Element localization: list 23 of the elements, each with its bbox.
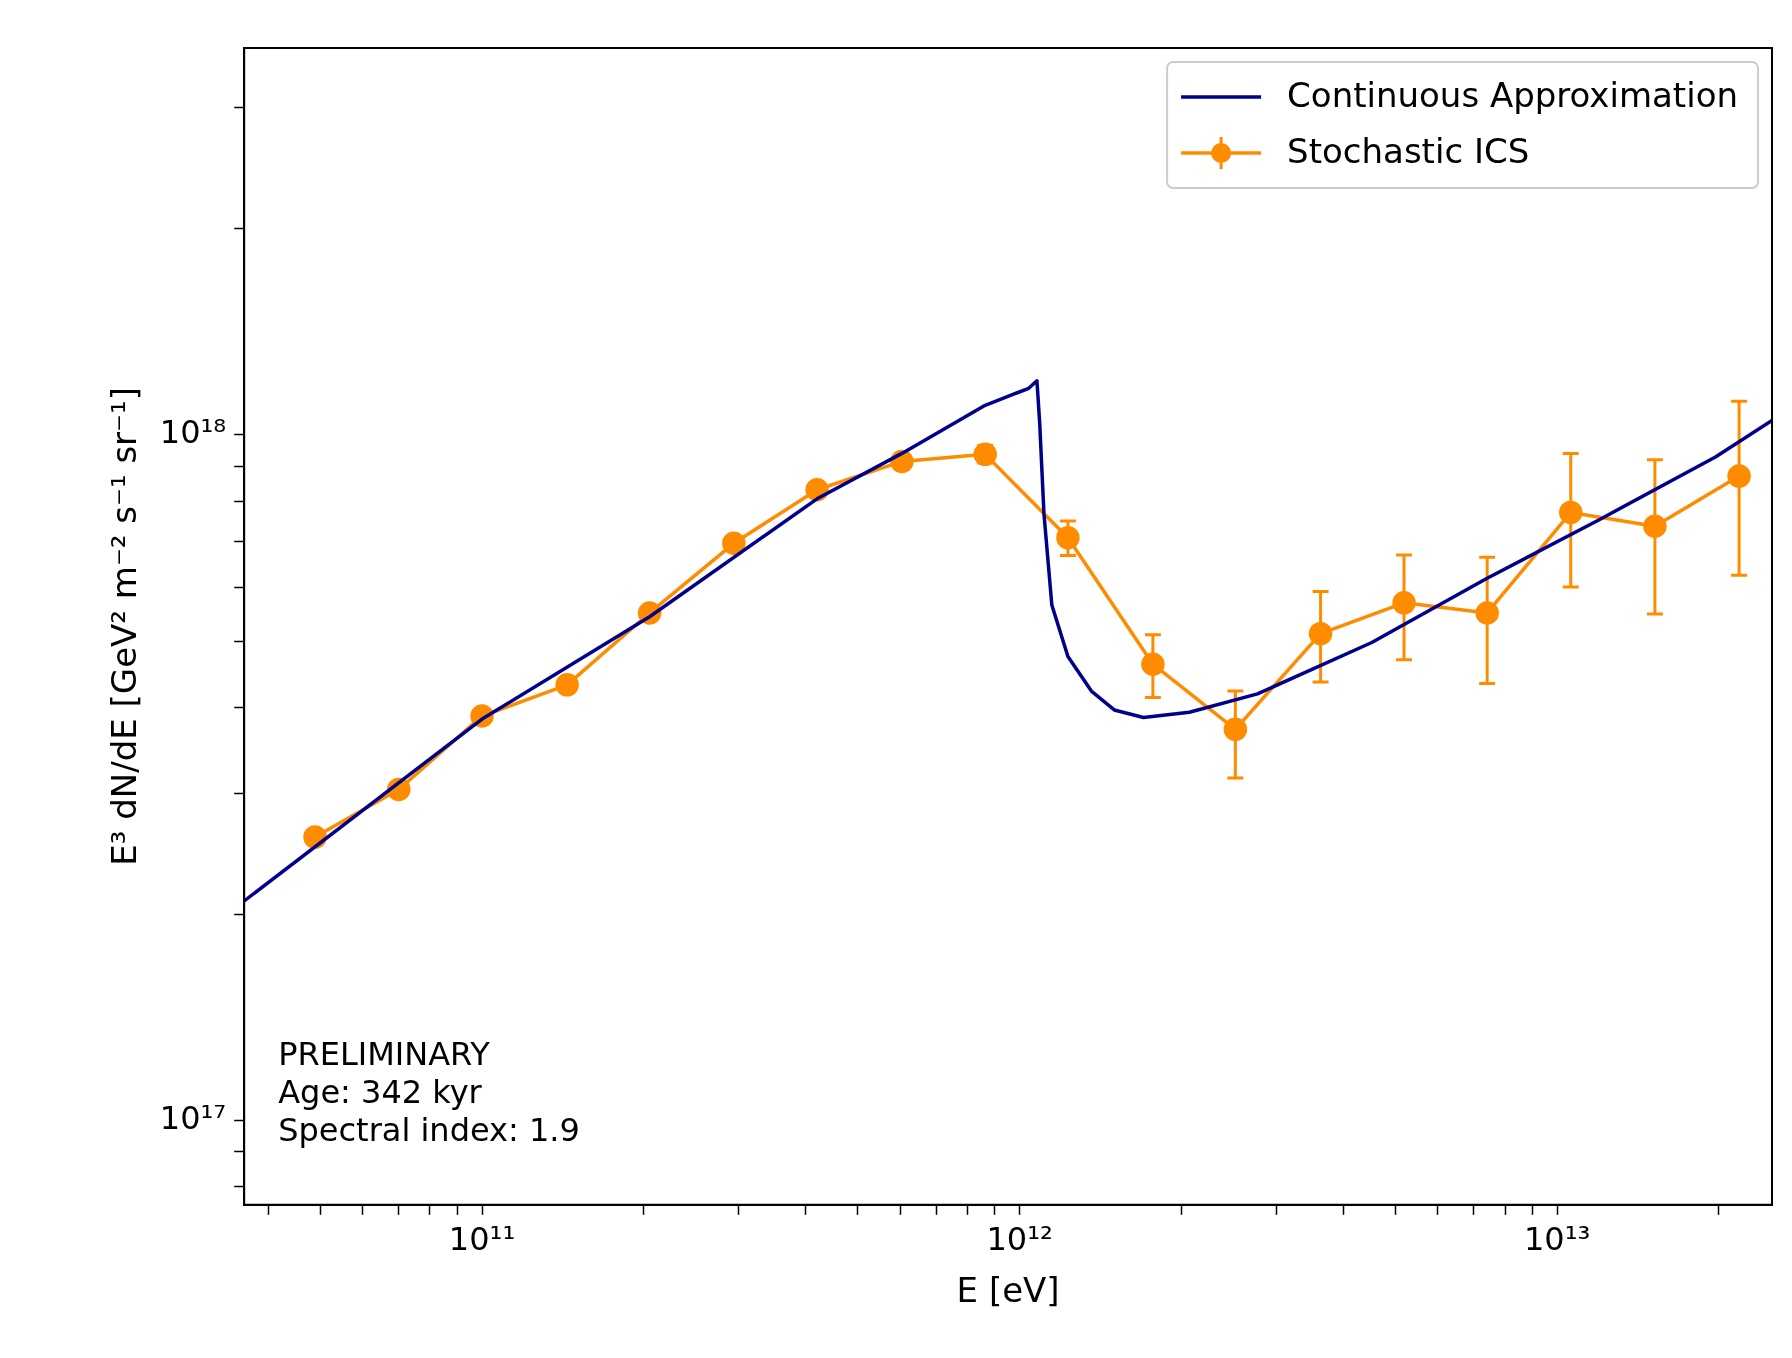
point	[1559, 500, 1583, 525]
point	[722, 531, 746, 556]
point	[1141, 652, 1165, 676]
legend-label: Stochastic ICS	[1287, 130, 1530, 171]
point	[1223, 717, 1248, 742]
x-axis-title: E [eV]	[956, 1270, 1060, 1311]
annotation: Spectral index: 1.9	[278, 1111, 580, 1150]
point	[1643, 514, 1667, 538]
point	[1056, 526, 1080, 550]
point	[1308, 621, 1333, 646]
annotation: Age: 342 kyr	[278, 1073, 483, 1112]
point	[1727, 464, 1751, 488]
y-tick-label: 10¹⁷	[159, 1098, 227, 1137]
point	[1475, 601, 1499, 625]
point	[1392, 591, 1416, 615]
legend-label: Continuous Approximation	[1287, 74, 1739, 115]
y-tick-label: 10¹⁸	[159, 413, 227, 452]
annotation: PRELIMINARY	[278, 1035, 491, 1074]
y-axis-title: E³ dN/dE [GeV² m⁻² s⁻¹ sr⁻¹]	[104, 387, 145, 866]
x-tick-label: 10¹²	[986, 1220, 1053, 1259]
x-tick-label: 10¹³	[1523, 1220, 1591, 1259]
point	[555, 673, 579, 697]
x-tick-label: 10¹¹	[448, 1220, 516, 1259]
